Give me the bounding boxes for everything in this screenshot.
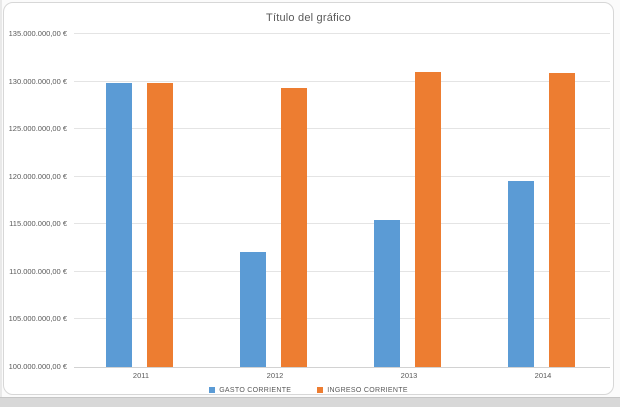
gridline <box>74 80 610 82</box>
bar-ingreso-corriente-2014[interactable] <box>548 73 575 367</box>
gridline <box>74 223 610 225</box>
y-tick-label: 105.000.000,00 € <box>8 314 67 324</box>
chart-title[interactable]: Título del gráfico <box>266 12 351 24</box>
y-tick-label: 100.000.000,00 € <box>8 362 67 371</box>
bar-gasto-corriente-2013[interactable] <box>374 220 401 367</box>
x-tick-label-2012: 2012 <box>266 371 284 380</box>
y-tick-label: 110.000.000,00 € <box>9 266 67 276</box>
x-axis-line <box>74 367 610 368</box>
gridline <box>74 175 610 177</box>
y-tick-label: 115.000.000,00 € <box>9 219 67 229</box>
gridline <box>74 270 610 272</box>
y-tick-label: 130.000.000,00 € <box>8 76 67 86</box>
bar-gasto-corriente-2011[interactable] <box>106 82 133 367</box>
window-bottom-edge <box>0 397 620 407</box>
bar-ingreso-corriente-2012[interactable] <box>280 88 307 367</box>
legend: GASTO CORRIENTE INGRESO CORRIENTE <box>4 384 613 396</box>
legend-item-gasto-corriente[interactable]: GASTO CORRIENTE <box>209 387 291 394</box>
x-tick-label-2011: 2011 <box>132 371 150 380</box>
bar-ingreso-corriente-2013[interactable] <box>414 72 441 367</box>
y-tick-label: 125.000.000,00 € <box>8 124 67 134</box>
x-tick-label-2014: 2014 <box>534 371 552 380</box>
legend-label: INGRESO CORRIENTE <box>327 386 408 394</box>
bar-gasto-corriente-2012[interactable] <box>240 251 267 367</box>
y-tick-label: 120.000.000,00 € <box>8 171 67 181</box>
gridline <box>74 128 610 130</box>
bar-ingreso-corriente-2011[interactable] <box>146 83 173 367</box>
gridline <box>74 318 610 320</box>
chart-object[interactable]: Título del gráfico 100.000.000,00 € 105.0… <box>3 2 614 395</box>
x-tick-label-2013: 2013 <box>400 371 418 380</box>
legend-item-ingreso-corriente[interactable]: INGRESO CORRIENTE <box>317 387 408 394</box>
gridline <box>74 33 610 34</box>
legend-swatch-icon <box>209 387 216 393</box>
y-tick-label: 135.000.000,00 € <box>8 29 67 38</box>
bar-gasto-corriente-2014[interactable] <box>508 180 535 367</box>
legend-label: GASTO CORRIENTE <box>219 386 292 394</box>
plot-area <box>74 33 610 368</box>
legend-swatch-icon <box>317 387 324 393</box>
window-left-edge <box>0 0 2 398</box>
